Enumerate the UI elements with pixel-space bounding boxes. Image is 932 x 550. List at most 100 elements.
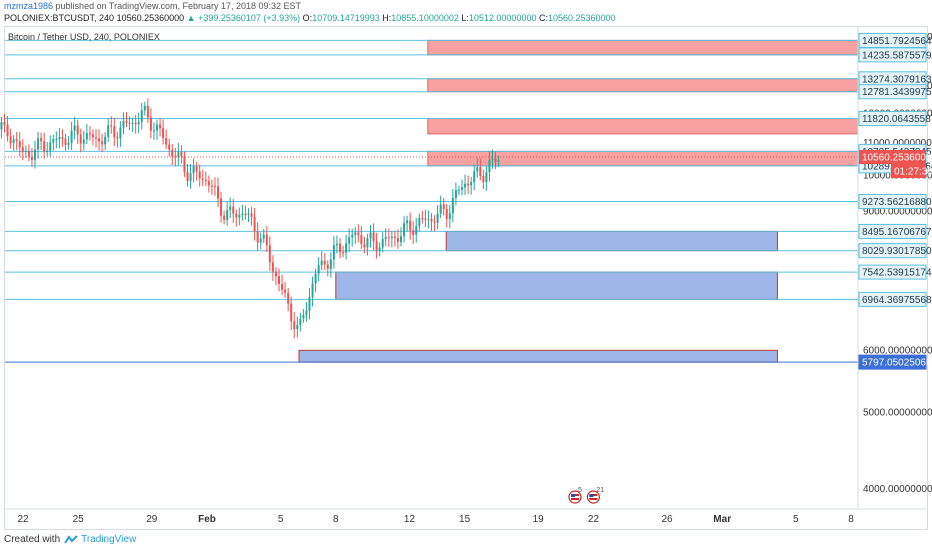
- candle: [232, 199, 235, 223]
- candle-body: [259, 238, 262, 243]
- candle-body: [479, 167, 482, 176]
- candle-body: [238, 214, 241, 218]
- candle: [445, 203, 448, 228]
- candle: [378, 242, 381, 257]
- x-tick-label: 8: [333, 514, 339, 525]
- candle-body: [70, 130, 73, 143]
- candle: [24, 145, 27, 159]
- resistance-zone: [427, 39, 859, 56]
- countdown-tag: 01:27:33: [891, 164, 932, 179]
- x-tick-label: 5: [278, 514, 284, 525]
- candle: [238, 207, 241, 226]
- price-level-tag: 5797.05025066: [858, 354, 932, 370]
- open-value: 10709.14719993: [312, 13, 380, 23]
- candle: [305, 302, 308, 322]
- x-tick-label: 8: [848, 514, 854, 525]
- candle: [329, 252, 332, 278]
- candle-body: [348, 237, 351, 244]
- candle: [497, 155, 500, 167]
- candle-body: [354, 232, 357, 236]
- resistance-zone: [427, 117, 859, 135]
- candle-body: [40, 138, 43, 142]
- economic-event-icon[interactable]: 5: [568, 487, 582, 504]
- candle: [201, 169, 204, 186]
- economic-event-icon[interactable]: 21: [586, 487, 604, 504]
- candle: [332, 236, 335, 269]
- candle-body: [345, 243, 348, 253]
- candle-body: [128, 122, 131, 124]
- candle: [143, 101, 146, 116]
- candle: [433, 215, 436, 232]
- candle: [284, 281, 287, 299]
- candle-body: [95, 137, 97, 139]
- candle-body: [314, 273, 317, 284]
- candle-body: [329, 259, 332, 269]
- candle: [363, 236, 366, 254]
- candle: [247, 208, 250, 223]
- candle-body: [189, 173, 192, 181]
- x-tick-label: 15: [459, 514, 471, 525]
- candle-body: [174, 156, 177, 158]
- candle-body: [488, 159, 491, 173]
- candle-body: [311, 283, 314, 298]
- candle: [116, 131, 119, 148]
- candle-body: [308, 297, 311, 311]
- x-tick-label: 5: [793, 514, 799, 525]
- candle-body: [149, 117, 152, 131]
- price-level-tag: 8029.93017850: [858, 243, 932, 259]
- candle: [131, 117, 134, 133]
- candle-body: [378, 247, 381, 251]
- author-link[interactable]: mzmza1986: [4, 1, 54, 11]
- candle-body: [430, 218, 433, 222]
- candle-body: [451, 197, 454, 214]
- candle-body: [247, 213, 250, 215]
- open-label: O:: [302, 13, 313, 23]
- candle: [390, 230, 393, 248]
- price-level-label: 9273.56216880: [862, 197, 932, 208]
- candle: [354, 227, 357, 244]
- candle-body: [58, 137, 61, 140]
- footer: Created with TradingView: [4, 534, 136, 545]
- candle-body: [473, 171, 476, 183]
- candle: [6, 115, 9, 142]
- candle-body: [73, 125, 76, 131]
- chart-frame[interactable]: [4, 26, 928, 530]
- candle-body: [470, 182, 473, 186]
- candle: [82, 130, 85, 151]
- candle: [278, 268, 280, 292]
- candle: [177, 143, 180, 166]
- candle: [372, 223, 375, 251]
- candle-body: [85, 133, 88, 140]
- candle: [229, 197, 232, 219]
- candle-body: [159, 124, 162, 129]
- candle-body: [177, 152, 180, 157]
- price-level-tag-bg: [858, 291, 927, 307]
- candle-body: [162, 128, 165, 139]
- candle-body: [369, 232, 372, 239]
- candle-body: [491, 158, 494, 160]
- candle-body: [24, 150, 27, 152]
- candle: [0, 117, 3, 139]
- candle: [256, 222, 259, 252]
- candle: [15, 131, 18, 151]
- candle-body: [439, 204, 442, 214]
- tradingview-brand: TradingView: [81, 534, 137, 545]
- price-level-label: 6964.36975568: [862, 295, 932, 306]
- candle-body: [427, 218, 430, 220]
- candle: [491, 149, 494, 169]
- price-level-tag: 14235.58755799: [858, 47, 932, 63]
- candle-body: [156, 124, 158, 131]
- candle-body: [64, 138, 67, 145]
- candle-body: [265, 234, 268, 246]
- last-price-tag: 10560.25360000: [859, 150, 932, 165]
- candle-body: [409, 220, 412, 231]
- candle: [152, 122, 155, 140]
- candle-body: [217, 186, 219, 199]
- candle-body: [91, 134, 94, 138]
- price-level-label: 14851.79245649: [862, 36, 932, 47]
- candle-body: [406, 220, 409, 224]
- candle-body: [125, 121, 128, 123]
- tradingview-link[interactable]: TradingView: [64, 534, 136, 545]
- last-price-label: 10560.25360000: [862, 153, 932, 164]
